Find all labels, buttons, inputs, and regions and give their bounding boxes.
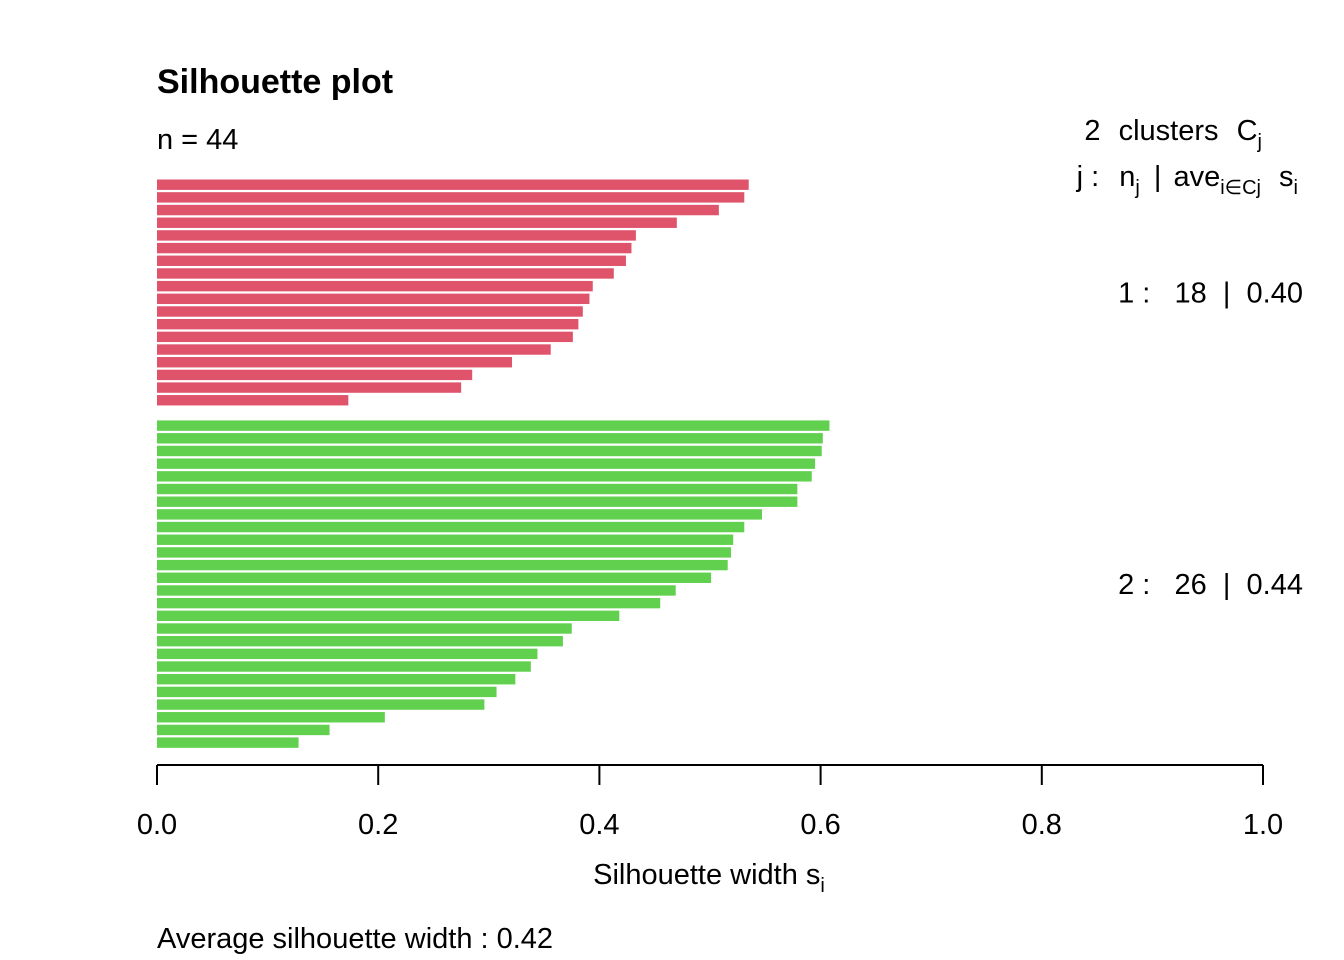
x-tick-label-5: 1.0	[1243, 809, 1283, 841]
cluster-2-bar-13	[157, 572, 712, 583]
cluster-1-bar-1	[157, 179, 749, 190]
cluster-2-bar-4	[157, 458, 816, 469]
bar-group	[157, 179, 830, 748]
cluster-1-bar-17	[157, 382, 462, 393]
x-axis: 0.0 0.2 0.4 0.6 0.8 1.0	[137, 764, 1283, 841]
chart-subtitle: n = 44	[157, 124, 238, 156]
cluster-1-bar-5	[157, 230, 636, 241]
cluster-2-bar-23	[157, 699, 485, 710]
cluster-2-bar-11	[157, 547, 732, 558]
cluster-1-bar-8	[157, 268, 614, 279]
cluster-2-bar-17	[157, 623, 572, 634]
x-tick-label-3: 0.6	[800, 809, 840, 841]
cluster-2-bar-14	[157, 585, 676, 596]
average-silhouette-footer: Average silhouette width : 0.42	[157, 923, 553, 955]
x-tick-label-0: 0.0	[137, 809, 177, 841]
cluster-2-bar-16	[157, 610, 620, 622]
cluster-2-bar-8	[157, 509, 762, 520]
cluster-1-bar-15	[157, 357, 513, 368]
cluster-2-bar-24	[157, 712, 385, 723]
legend-header-columns: j : nj | avei∈Cj si	[1076, 161, 1298, 201]
legend-header-clusters: 2 clusters Cj	[1084, 115, 1262, 153]
cluster-2-bar-26	[157, 737, 299, 748]
cluster-2-label: 2 : 26 | 0.44	[1118, 569, 1303, 601]
cluster-1-bar-16	[157, 369, 473, 381]
cluster-1-bar-9	[157, 280, 593, 292]
cluster-label-group: 1 : 18 | 0.40 2 : 26 | 0.44	[1118, 278, 1303, 602]
cluster-1-label: 1 : 18 | 0.40	[1118, 278, 1303, 310]
cluster-2-bar-2	[157, 433, 823, 444]
cluster-2-bar-20	[157, 661, 531, 672]
cluster-2-bar-10	[157, 534, 734, 545]
x-tick-label-2: 0.4	[579, 809, 619, 841]
cluster-2-bar-3	[157, 445, 822, 457]
cluster-2-bar-5	[157, 471, 812, 482]
cluster-2-bar-25	[157, 724, 330, 736]
cluster-1-bar-12	[157, 318, 579, 330]
cluster-1-bar-13	[157, 331, 573, 343]
cluster-1-bar-3	[157, 204, 719, 216]
cluster-1-bar-14	[157, 344, 551, 355]
x-axis-label: Silhouette width si	[593, 859, 825, 897]
cluster-1-bar-10	[157, 293, 590, 305]
cluster-2-bar-6	[157, 483, 798, 495]
cluster-2-bar-9	[157, 521, 745, 533]
cluster-2-bar-1	[157, 420, 830, 431]
cluster-2-bar-18	[157, 635, 563, 647]
cluster-2-bar-12	[157, 559, 728, 571]
cluster-2-bar-15	[157, 597, 661, 609]
cluster-1-bar-7	[157, 255, 626, 266]
cluster-1-bar-18	[157, 395, 349, 406]
cluster-2-bar-19	[157, 648, 538, 660]
x-tick-label-4: 0.8	[1022, 809, 1062, 841]
cluster-2-bar-7	[157, 496, 798, 507]
cluster-1-bar-6	[157, 242, 632, 254]
cluster-2-bar-21	[157, 674, 516, 685]
cluster-1-bar-4	[157, 217, 677, 228]
cluster-1-bar-11	[157, 306, 583, 317]
chart-title: Silhouette plot	[157, 63, 393, 101]
cluster-1-bar-2	[157, 192, 745, 203]
cluster-2-bar-22	[157, 686, 497, 698]
x-tick-label-1: 0.2	[358, 809, 398, 841]
